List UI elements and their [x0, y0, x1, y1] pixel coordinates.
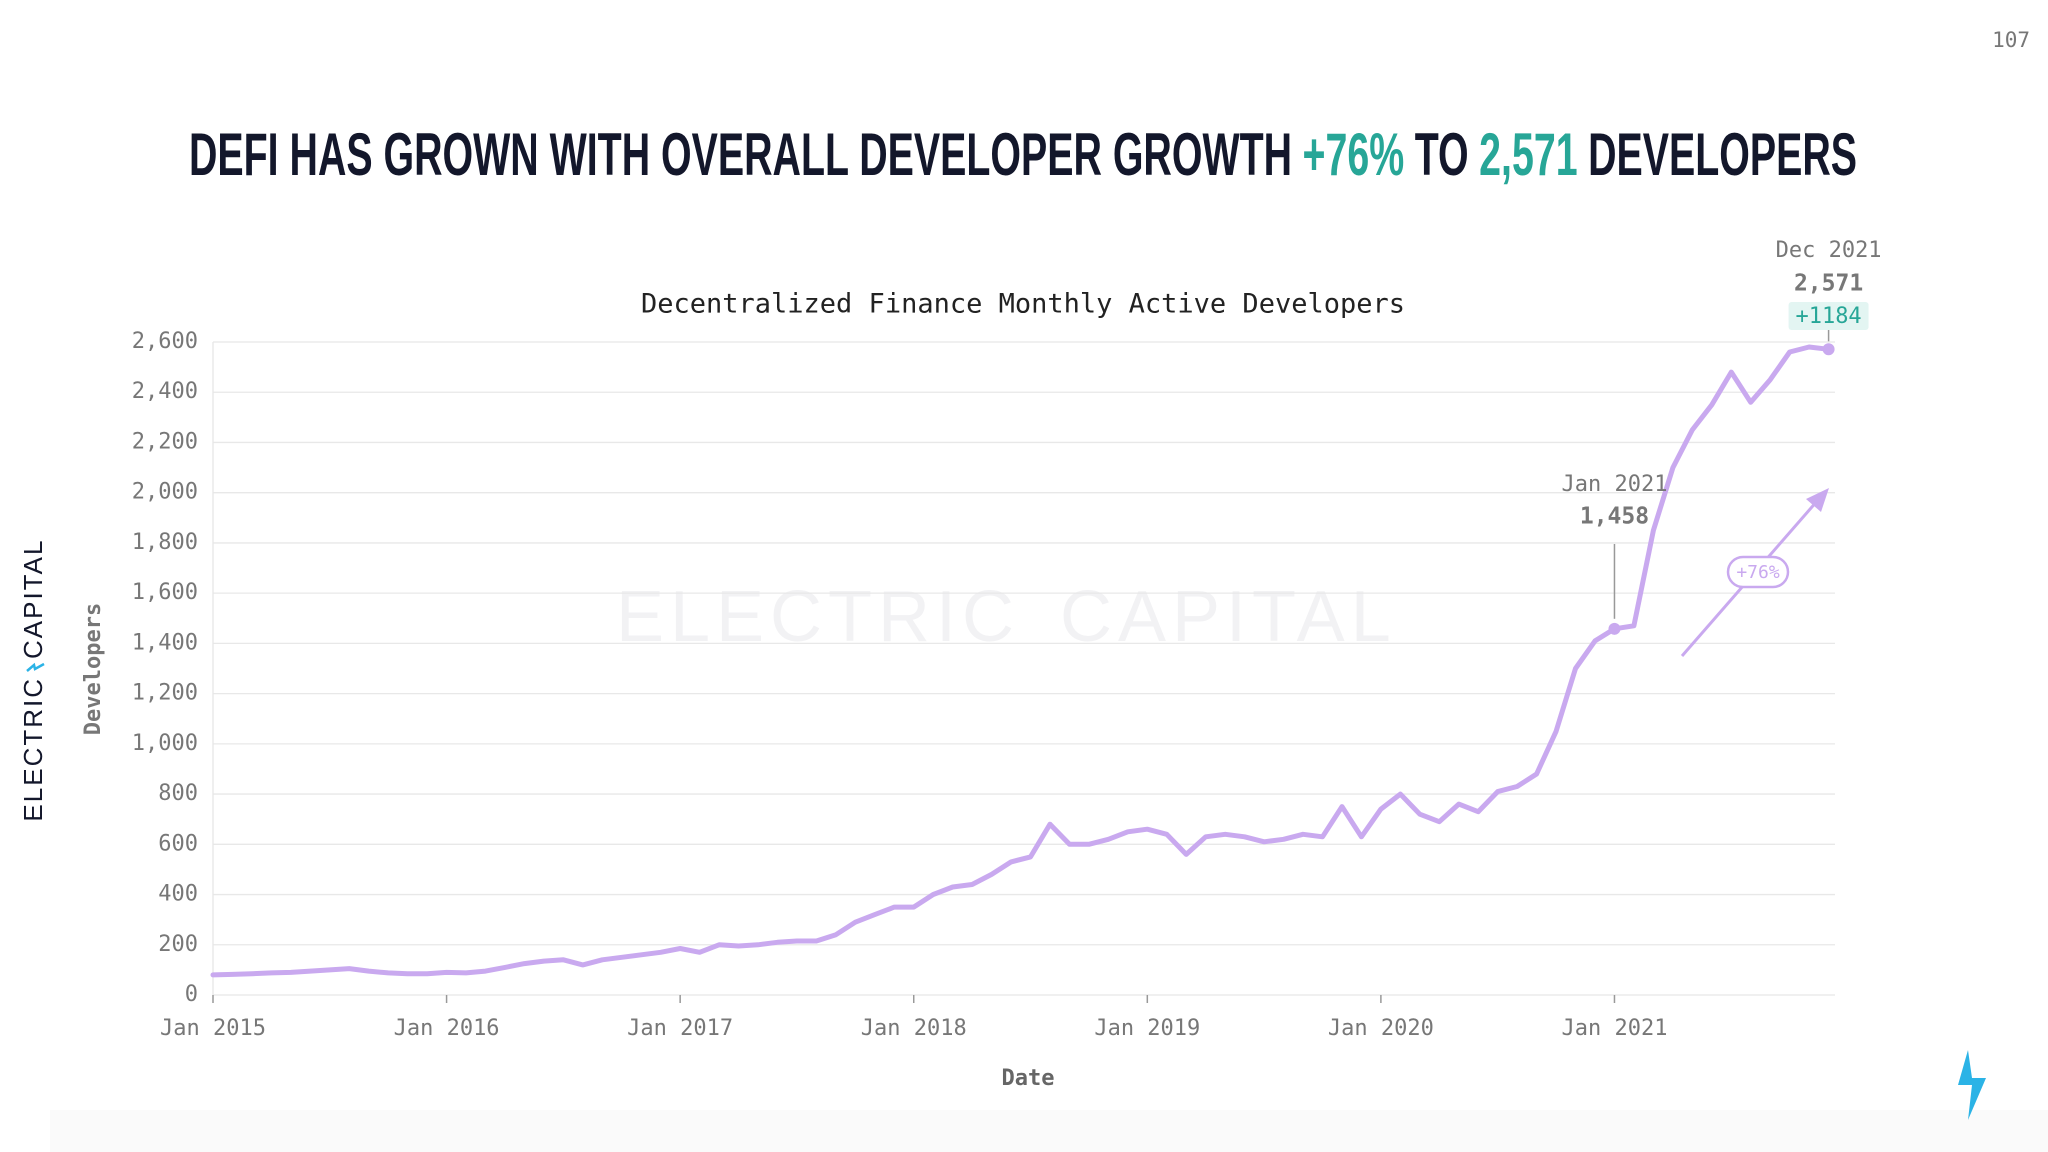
- brand-word: ELECTRIC: [18, 677, 48, 822]
- y-tick-label: 2,000: [132, 480, 198, 505]
- y-tick-label: 2,200: [132, 429, 198, 454]
- annotation-change-bg: [1788, 302, 1869, 330]
- y-tick-label: 200: [158, 932, 198, 957]
- watermark-word: CAPITAL: [1060, 577, 1397, 657]
- x-tick-label: Jan 2016: [394, 1016, 500, 1041]
- y-tick-label: 2,600: [132, 329, 198, 354]
- data-line: [210, 344, 1832, 978]
- y-axis-label: Developers: [81, 603, 106, 735]
- y-tick-label: 600: [158, 831, 198, 856]
- x-axis-label: Date: [1002, 1066, 1055, 1091]
- headline-part: TO: [1415, 121, 1469, 188]
- headline-part: DEFI HAS GROWN WITH OVERALL DEVELOPER GR…: [189, 121, 1292, 188]
- y-tick-label: 2,400: [132, 379, 198, 404]
- footer-band: [50, 1110, 2048, 1152]
- headline: DEFI HAS GROWN WITH OVERALL DEVELOPER GR…: [189, 121, 1857, 188]
- x-tick-label: Jan 2017: [627, 1016, 733, 1041]
- brand-word: CAPITAL: [18, 539, 48, 659]
- watermark: ELECTRIC CAPITAL: [616, 577, 1397, 657]
- y-tick-label: 0: [185, 982, 198, 1007]
- annotation-date: Jan 2021: [1561, 472, 1667, 497]
- y-tick-label: 1,200: [132, 681, 198, 706]
- annotation-date: Dec 2021: [1776, 238, 1882, 263]
- annotation-point: [1608, 622, 1621, 635]
- growth-label: +76%: [1736, 562, 1780, 583]
- bolt-icon: [1958, 1050, 1986, 1120]
- brand-logo: ELECTRIC CAPITAL: [18, 539, 48, 822]
- x-tick-label: Jan 2015: [160, 1016, 266, 1041]
- headline-part: 2,571: [1479, 121, 1577, 188]
- brand-bolt: [26, 662, 45, 672]
- annotation-value: 1,458: [1580, 504, 1649, 530]
- annotation-point: [1822, 343, 1835, 356]
- headline-part: DEVELOPERS: [1588, 121, 1857, 188]
- x-tick-label: Jan 2020: [1328, 1016, 1434, 1041]
- y-tick-label: 400: [158, 882, 198, 907]
- chart-title: Decentralized Finance Monthly Active Dev…: [641, 289, 1405, 320]
- growth-pill: [1726, 555, 1790, 589]
- x-tick-label: Jan 2021: [1561, 1016, 1667, 1041]
- x-tick-label: Jan 2019: [1094, 1016, 1200, 1041]
- watermark-word: ELECTRIC: [616, 577, 1020, 657]
- chart: Decentralized Finance Monthly Active Dev…: [81, 238, 1882, 1091]
- headline-part: +76%: [1303, 121, 1405, 188]
- growth-arrowhead: [1806, 488, 1829, 512]
- page-number: 107: [1992, 28, 2030, 52]
- y-tick-label: 1,000: [132, 731, 198, 756]
- y-tick-label: 1,800: [132, 530, 198, 555]
- y-tick-label: 1,400: [132, 630, 198, 655]
- x-tick-label: Jan 2018: [861, 1016, 967, 1041]
- y-tick-label: 1,600: [132, 580, 198, 605]
- annotation-change: +1184: [1795, 304, 1861, 329]
- y-tick-label: 800: [158, 781, 198, 806]
- annotation-value: 2,571: [1794, 271, 1863, 297]
